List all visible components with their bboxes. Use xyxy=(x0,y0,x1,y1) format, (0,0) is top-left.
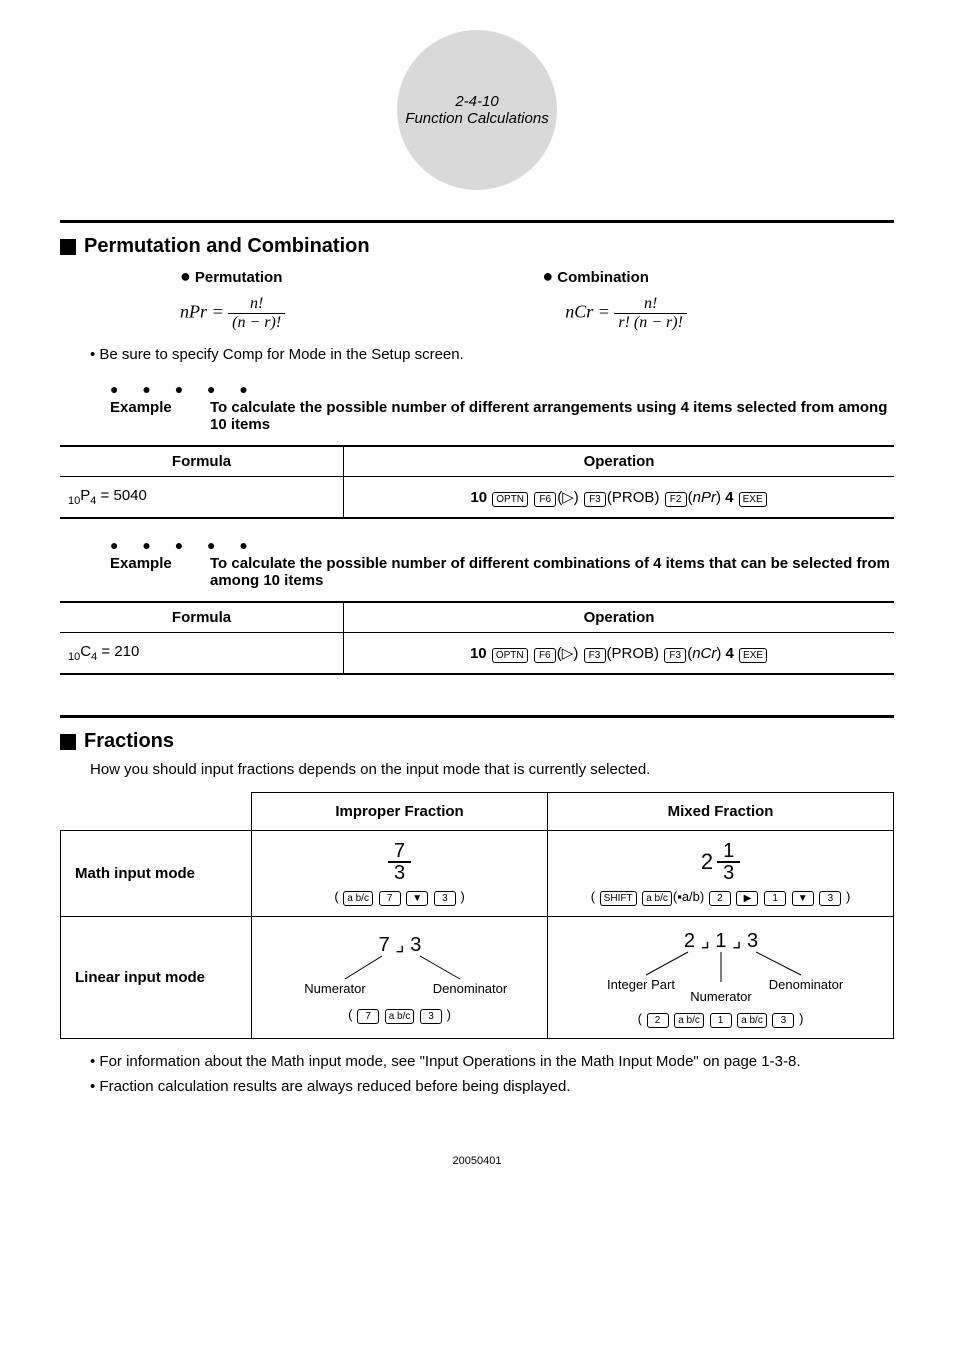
example-dots: ● ● ● ● ● xyxy=(110,381,894,397)
row-linear-mode: Linear input mode xyxy=(61,917,252,1039)
fractions-table: Improper Fraction Mixed Fraction Math in… xyxy=(60,792,894,1039)
col-improper: Improper Fraction xyxy=(252,793,548,831)
example-label: Example xyxy=(110,399,210,433)
comb-operation: 10 OPTN F6(▷) F3(PROB) F3(nCr) 4 EXE xyxy=(344,633,894,675)
fractions-title: Fractions xyxy=(84,730,174,753)
col-operation: Operation xyxy=(344,446,894,477)
formulas: nPr = n!(n − r)! nCr = n!r! (n − r)! xyxy=(180,295,894,332)
svg-text:Numerator: Numerator xyxy=(304,981,366,996)
header-section: Function Calculations xyxy=(397,110,557,127)
fractions-intro: How you should input fractions depends o… xyxy=(90,761,894,778)
example-text-2: To calculate the possible number of diff… xyxy=(210,555,894,589)
example-dots-2: ● ● ● ● ● xyxy=(110,537,894,553)
svg-text:Integer Part: Integer Part xyxy=(607,977,675,992)
cell-improper-linear: 7 ⌟ 3 Numerator Denominator ( 7 a b/c 3 … xyxy=(252,917,548,1039)
cell-mixed-linear: 2 ⌟ 1 ⌟ 3 Integer Part Denominator Numer… xyxy=(548,917,894,1039)
table-permutation: Formula Operation 10P4 = 5040 10 OPTN F6… xyxy=(60,445,894,519)
cell-improper-math: 73 ( a b/c 7 ▼ 3 ) xyxy=(252,831,548,917)
perm-operation: 10 OPTN F6(▷) F3(PROB) F2(nPr) 4 EXE xyxy=(344,477,894,519)
svg-text:7 ⌟ 3: 7 ⌟ 3 xyxy=(378,934,421,956)
section-title-fractions: Fractions xyxy=(60,730,894,753)
example-label-2: Example xyxy=(110,555,210,589)
col-operation-2: Operation xyxy=(344,602,894,633)
improper-linear-diagram: 7 ⌟ 3 Numerator Denominator xyxy=(290,931,510,1001)
svg-text:Numerator: Numerator xyxy=(690,989,752,1004)
col-formula-2: Formula xyxy=(60,602,344,633)
setup-note: • Be sure to specify Comp for Mode in th… xyxy=(90,346,894,363)
table-combination: Formula Operation 10C4 = 210 10 OPTN F6(… xyxy=(60,601,894,675)
svg-text:Denominator: Denominator xyxy=(432,981,507,996)
example-text: To calculate the possible number of diff… xyxy=(210,399,894,433)
row-math-mode: Math input mode xyxy=(61,831,252,917)
col-mixed: Mixed Fraction xyxy=(548,793,894,831)
perm-formula: nPr = n!(n − r)! xyxy=(180,295,285,332)
note-2: • Fraction calculation results are alway… xyxy=(90,1078,894,1095)
page-header: 2-4-10 Function Calculations xyxy=(60,30,894,190)
example-1: Example To calculate the possible number… xyxy=(110,399,894,433)
rule-2 xyxy=(60,715,894,718)
section-title-text: Permutation and Combination xyxy=(84,235,370,258)
col-formula: Formula xyxy=(60,446,344,477)
page-footer: 20050401 xyxy=(60,1155,894,1167)
example-2: Example To calculate the possible number… xyxy=(110,555,894,589)
section-title-permutation: Permutation and Combination xyxy=(60,235,894,258)
formula-labels: ●Permutation ●Combination xyxy=(180,266,894,287)
perm-label: Permutation xyxy=(195,269,283,286)
perm-result: 10P4 = 5040 xyxy=(60,477,344,519)
rule xyxy=(60,220,894,223)
square-icon-2 xyxy=(60,734,76,750)
footnotes: • For information about the Math input m… xyxy=(90,1053,894,1095)
header-badge: 2-4-10 Function Calculations xyxy=(397,30,557,190)
empty-cell xyxy=(61,793,252,831)
comb-formula: nCr = n!r! (n − r)! xyxy=(565,295,687,332)
square-icon xyxy=(60,239,76,255)
svg-text:2 ⌟ 1 ⌟ 3: 2 ⌟ 1 ⌟ 3 xyxy=(683,930,757,952)
comb-result: 10C4 = 210 xyxy=(60,633,344,675)
header-page-num: 2-4-10 xyxy=(397,93,557,110)
svg-text:Denominator: Denominator xyxy=(768,977,843,992)
comb-label: Combination xyxy=(557,269,649,286)
mixed-linear-diagram: 2 ⌟ 1 ⌟ 3 Integer Part Denominator Numer… xyxy=(591,927,851,1005)
cell-mixed-math: 213 ( SHIFT a b/c(▪a/b) 2 ▶ 1 ▼ 3 ) xyxy=(548,831,894,917)
note-1: • For information about the Math input m… xyxy=(90,1053,894,1070)
